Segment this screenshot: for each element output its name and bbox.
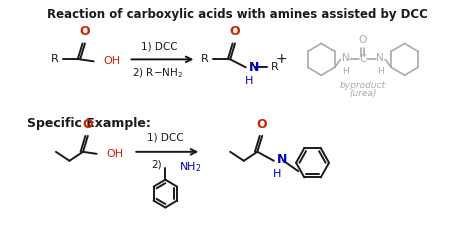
Text: O: O xyxy=(230,25,240,39)
Text: OH: OH xyxy=(106,149,123,159)
Text: C: C xyxy=(359,54,366,64)
Text: H: H xyxy=(245,76,253,86)
Text: 1) DCC: 1) DCC xyxy=(147,133,183,143)
Text: N: N xyxy=(376,53,384,63)
Text: 1) DCC: 1) DCC xyxy=(141,41,178,51)
Text: N: N xyxy=(342,53,349,63)
Text: R: R xyxy=(51,54,59,64)
Text: Specific Example:: Specific Example: xyxy=(27,117,151,130)
Text: O: O xyxy=(359,35,367,45)
Text: R: R xyxy=(201,54,209,64)
Text: N: N xyxy=(249,61,259,74)
Text: 2) R$-$NH$_2$: 2) R$-$NH$_2$ xyxy=(132,66,183,80)
Text: (urea): (urea) xyxy=(349,89,377,98)
Text: N: N xyxy=(277,153,287,166)
Text: 2): 2) xyxy=(151,160,162,170)
Text: OH: OH xyxy=(103,56,120,66)
Text: Reaction of carboxylic acids with amines assisted by DCC: Reaction of carboxylic acids with amines… xyxy=(46,8,428,21)
Text: R: R xyxy=(271,62,279,72)
Text: O: O xyxy=(82,118,93,131)
Text: O: O xyxy=(257,118,267,131)
Text: O: O xyxy=(80,25,90,39)
Text: H: H xyxy=(377,67,384,76)
Text: H: H xyxy=(342,67,349,76)
Text: H: H xyxy=(273,169,281,179)
Text: NH$_2$: NH$_2$ xyxy=(179,160,201,174)
Text: +: + xyxy=(276,52,287,66)
Text: byproduct: byproduct xyxy=(340,81,386,90)
